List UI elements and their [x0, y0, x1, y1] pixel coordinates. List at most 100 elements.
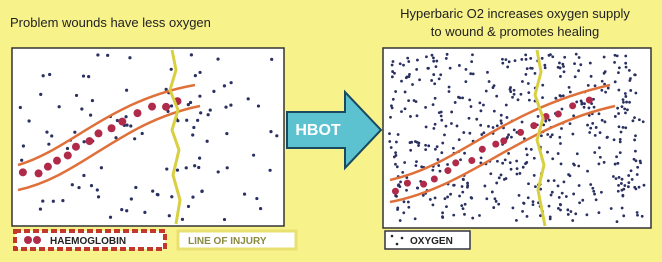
oxygen-dot: [598, 112, 601, 115]
red-cell: [555, 111, 562, 118]
oxygen-dot: [71, 183, 74, 186]
red-cell: [404, 180, 411, 187]
oxygen-dot: [526, 153, 529, 156]
oxygen-dot: [546, 133, 549, 136]
oxygen-dot: [615, 177, 618, 180]
oxygen-dot: [432, 73, 435, 76]
oxygen-dot: [593, 106, 596, 109]
oxygen-dot: [614, 115, 617, 118]
oxygen-dot: [89, 114, 92, 117]
oxygen-dot: [432, 103, 435, 106]
oxygen-dot: [503, 178, 506, 181]
oxygen-dot: [569, 174, 572, 177]
oxygen-dot: [448, 90, 451, 93]
oxygen-dot: [612, 175, 615, 178]
oxygen-dot: [124, 115, 127, 118]
oxygen-dot: [461, 185, 464, 188]
oxygen-dot: [506, 116, 509, 119]
oxygen-dot: [151, 190, 154, 193]
oxygen-dot: [623, 107, 626, 110]
oxygen-dot: [418, 78, 421, 81]
red-cell: [108, 124, 116, 132]
oxygen-dot: [42, 74, 45, 77]
oxygen-dot: [604, 91, 607, 94]
oxygen-dot: [624, 95, 627, 98]
oxygen-dot: [438, 77, 441, 80]
oxygen-dot: [574, 212, 577, 215]
oxygen-dot: [201, 190, 204, 193]
oxygen-dot: [561, 108, 564, 111]
oxygen-dot: [466, 182, 469, 185]
oxygen-dot: [255, 197, 258, 200]
oxygen-dot: [133, 137, 136, 140]
oxygen-dot: [196, 119, 199, 122]
oxygen-dot: [247, 97, 250, 100]
oxygen-dot: [77, 186, 80, 189]
oxygen-dot: [524, 162, 527, 165]
oxygen-dot: [624, 62, 627, 65]
oxygen-dot: [462, 131, 465, 134]
oxygen-dot: [515, 160, 518, 163]
red-cell: [517, 129, 524, 136]
oxygen-dot: [394, 90, 397, 93]
oxygen-dot: [120, 208, 123, 211]
oxygen-dot: [623, 184, 626, 187]
oxygen-dot: [388, 132, 391, 135]
oxygen-dot: [548, 205, 551, 208]
oxygen-dot: [618, 125, 621, 128]
oxygen-dot: [425, 55, 428, 58]
oxygen-dot: [439, 73, 442, 76]
oxygen-dot: [478, 102, 481, 105]
oxygen-dot: [404, 107, 407, 110]
oxygen-dot: [407, 206, 410, 209]
oxygen-dot: [617, 112, 620, 115]
oxygen-dot: [566, 208, 569, 211]
oxygen-dot: [636, 166, 639, 169]
oxygen-dot: [424, 106, 427, 109]
oxygen-dot: [603, 72, 606, 75]
oxygen-dot: [579, 63, 582, 66]
oxygen-dot: [613, 61, 616, 64]
oxygen-dot: [415, 68, 418, 71]
oxygen-dot: [625, 66, 628, 69]
oxygen-dot: [226, 166, 229, 169]
oxygen-dot: [565, 195, 568, 198]
legend-swatch: [401, 237, 404, 240]
oxygen-dot: [627, 181, 630, 184]
oxygen-dot: [628, 101, 631, 104]
oxygen-dot: [600, 191, 603, 194]
oxygen-dot: [390, 146, 393, 149]
oxygen-dot: [58, 105, 61, 108]
oxygen-dot: [618, 176, 621, 179]
oxygen-dot: [626, 108, 629, 111]
oxygen-dot: [621, 195, 624, 198]
oxygen-dot: [165, 167, 168, 170]
oxygen-dot: [176, 119, 179, 122]
oxygen-dot: [39, 207, 42, 210]
oxygen-dot: [229, 104, 232, 107]
red-cell: [392, 188, 399, 195]
oxygen-dot: [614, 54, 617, 57]
oxygen-dot: [450, 122, 453, 125]
oxygen-dot: [527, 182, 530, 185]
oxygen-dot: [622, 188, 625, 191]
oxygen-dot: [562, 94, 565, 97]
red-cell: [530, 122, 537, 129]
oxygen-dot: [87, 75, 90, 78]
oxygen-dot: [270, 58, 273, 61]
oxygen-dot: [527, 82, 530, 85]
legend-swatch: [396, 243, 399, 246]
oxygen-dot: [500, 122, 503, 125]
oxygen-dot: [468, 132, 471, 135]
oxygen-dot: [275, 134, 278, 137]
oxygen-dot: [574, 75, 577, 78]
oxygen-dot: [513, 89, 516, 92]
oxygen-dot: [437, 164, 440, 167]
oxygen-dot: [433, 82, 436, 85]
oxygen-dot: [511, 96, 514, 99]
oxygen-dot: [559, 142, 562, 145]
oxygen-dot: [424, 148, 427, 151]
oxygen-dot: [577, 69, 580, 72]
oxygen-dot: [398, 185, 401, 188]
oxygen-dot: [544, 120, 547, 123]
